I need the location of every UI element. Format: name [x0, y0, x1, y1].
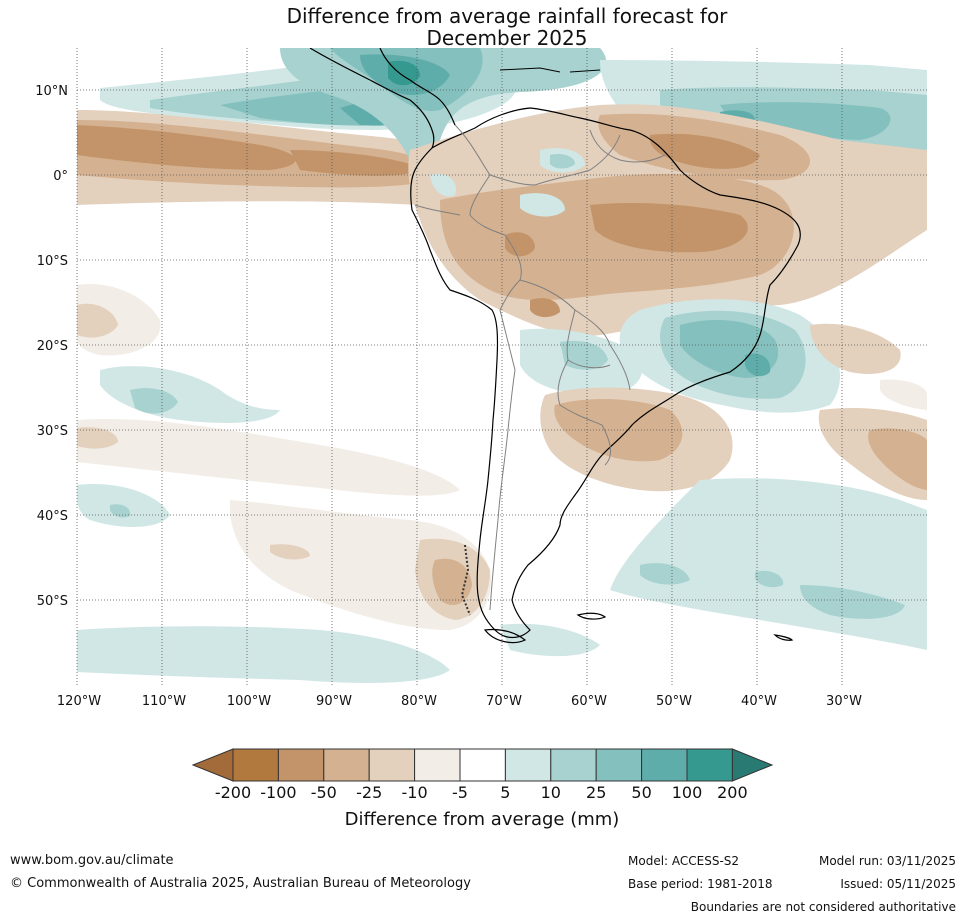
anomaly-region: [590, 203, 748, 253]
colorbar-tick-label: -100: [260, 783, 296, 802]
colorbar-tick-label: 50: [631, 783, 651, 802]
rainfall-anomaly-field: [77, 48, 927, 683]
tierra-del-fuego: [483, 628, 527, 644]
anomaly-region: [290, 150, 420, 176]
colorbar-swatch: [595, 748, 643, 782]
anomaly-region: [554, 398, 683, 462]
colorbar-tick-label: 25: [586, 783, 606, 802]
colorbar-legend: [191, 748, 774, 782]
colorbar-swatch: [686, 748, 733, 782]
boundary-disclaimer: Boundaries are not considered authoritat…: [690, 900, 956, 914]
graticule: [76, 48, 927, 685]
anomaly-region: [77, 484, 170, 527]
colorbar-arrow-low: [191, 748, 234, 782]
anomaly-region: [388, 60, 420, 86]
lon-label: 90°W: [316, 694, 352, 709]
model-run-date: Model run: 03/11/2025: [818, 854, 956, 868]
lon-label: 80°W: [401, 694, 437, 709]
caribbean-islands: [499, 67, 561, 73]
anomaly-region: [810, 323, 901, 374]
lat-label: 50°S: [37, 594, 68, 609]
lon-label: 120°W: [57, 694, 101, 709]
colorbar-swatch: [550, 748, 597, 782]
anomaly-region: [130, 388, 178, 414]
anomaly-region: [868, 428, 927, 490]
latitude-labels: 10°N 0° 10°S 20°S 30°S 40°S 50°S: [35, 84, 68, 609]
boundaries: [309, 48, 801, 644]
anomaly-region: [77, 284, 161, 356]
anomaly-region: [77, 626, 450, 683]
colorbar-swatch: [232, 748, 279, 782]
copyright-text: © Commonwealth of Australia 2025, Austra…: [10, 876, 471, 891]
colorbar-swatch: [641, 748, 688, 782]
colorbar-swatch: [323, 748, 370, 782]
model-name: Model: ACCESS-S2: [628, 854, 740, 868]
anomaly-region: [77, 419, 460, 496]
lon-label: 50°W: [656, 694, 692, 709]
base-period: Base period: 1981-2018: [628, 877, 773, 891]
lon-label: 100°W: [227, 694, 271, 709]
colorbar-swatch: [277, 748, 325, 782]
anomaly-region: [520, 193, 565, 217]
anomaly-region: [77, 303, 118, 338]
colorbar-title: Difference from average (mm): [345, 809, 620, 830]
colorbar-tick-label: -10: [402, 783, 428, 802]
colorbar-tick-label: 10: [541, 783, 561, 802]
colorbar-swatch: [368, 748, 416, 782]
website-link[interactable]: www.bom.gov.au/climate: [10, 853, 174, 868]
lon-label: 70°W: [486, 694, 522, 709]
lon-label: 30°W: [826, 694, 862, 709]
south-georgia: [773, 634, 794, 641]
colorbar-tick-labels: -200 -100 -50 -25 -10 -5 5 10 25 50 100 …: [215, 783, 748, 802]
anomaly-region: [745, 353, 771, 377]
central-america-coastline: [379, 48, 456, 126]
anomaly-region: [550, 154, 575, 169]
lon-label: 40°W: [741, 694, 777, 709]
anomaly-region: [530, 298, 560, 318]
lon-label: 110°W: [142, 694, 186, 709]
caribbean-islands: [569, 69, 601, 73]
colorbar-swatch: [459, 748, 506, 782]
south-america-coastline: [410, 107, 801, 639]
colorbar-tick-label: 5: [500, 783, 510, 802]
lat-label: 20°S: [37, 339, 68, 354]
anomaly-region: [720, 102, 891, 140]
anomaly-region: [270, 544, 310, 560]
lat-label: 0°: [53, 169, 68, 184]
lon-label: 60°W: [571, 694, 607, 709]
lat-label: 40°S: [37, 509, 68, 524]
longitude-labels: 120°W 110°W 100°W 90°W 80°W 70°W 60°W 50…: [57, 694, 862, 709]
colorbar-swatch: [414, 748, 461, 782]
map-title-line2: December 2025: [426, 26, 588, 50]
anomaly-region: [880, 379, 927, 410]
anomaly-region: [800, 585, 905, 619]
colorbar-swatch: [504, 748, 552, 782]
chile-fjords: [460, 544, 471, 616]
lat-label: 30°S: [37, 424, 68, 439]
colorbar-tick-label: 200: [717, 783, 748, 802]
lat-label: 10°S: [37, 254, 68, 269]
anomaly-region: [755, 570, 784, 588]
anomaly-region: [77, 125, 296, 170]
central-america-coastline: [309, 48, 435, 149]
map-title-line1: Difference from average rainfall forecas…: [286, 4, 728, 28]
colorbar-arrow-high: [731, 748, 774, 782]
falkland-islands: [576, 612, 607, 620]
colorbar-tick-label: -5: [452, 783, 468, 802]
anomaly-region: [430, 173, 456, 197]
colorbar-tick-label: -50: [311, 783, 337, 802]
anomaly-region: [110, 504, 131, 518]
country-borders: [414, 124, 666, 611]
anomaly-region: [500, 623, 600, 657]
anomaly-region: [505, 232, 535, 257]
anomaly-region: [640, 563, 690, 585]
colorbar-tick-label: -200: [215, 783, 251, 802]
anomaly-region: [77, 427, 118, 449]
anomaly-region: [649, 133, 760, 169]
colorbar-tick-label: 100: [672, 783, 703, 802]
colorbar-tick-label: -25: [356, 783, 382, 802]
lat-label: 10°N: [35, 84, 68, 99]
issued-date: Issued: 05/11/2025: [840, 877, 956, 891]
